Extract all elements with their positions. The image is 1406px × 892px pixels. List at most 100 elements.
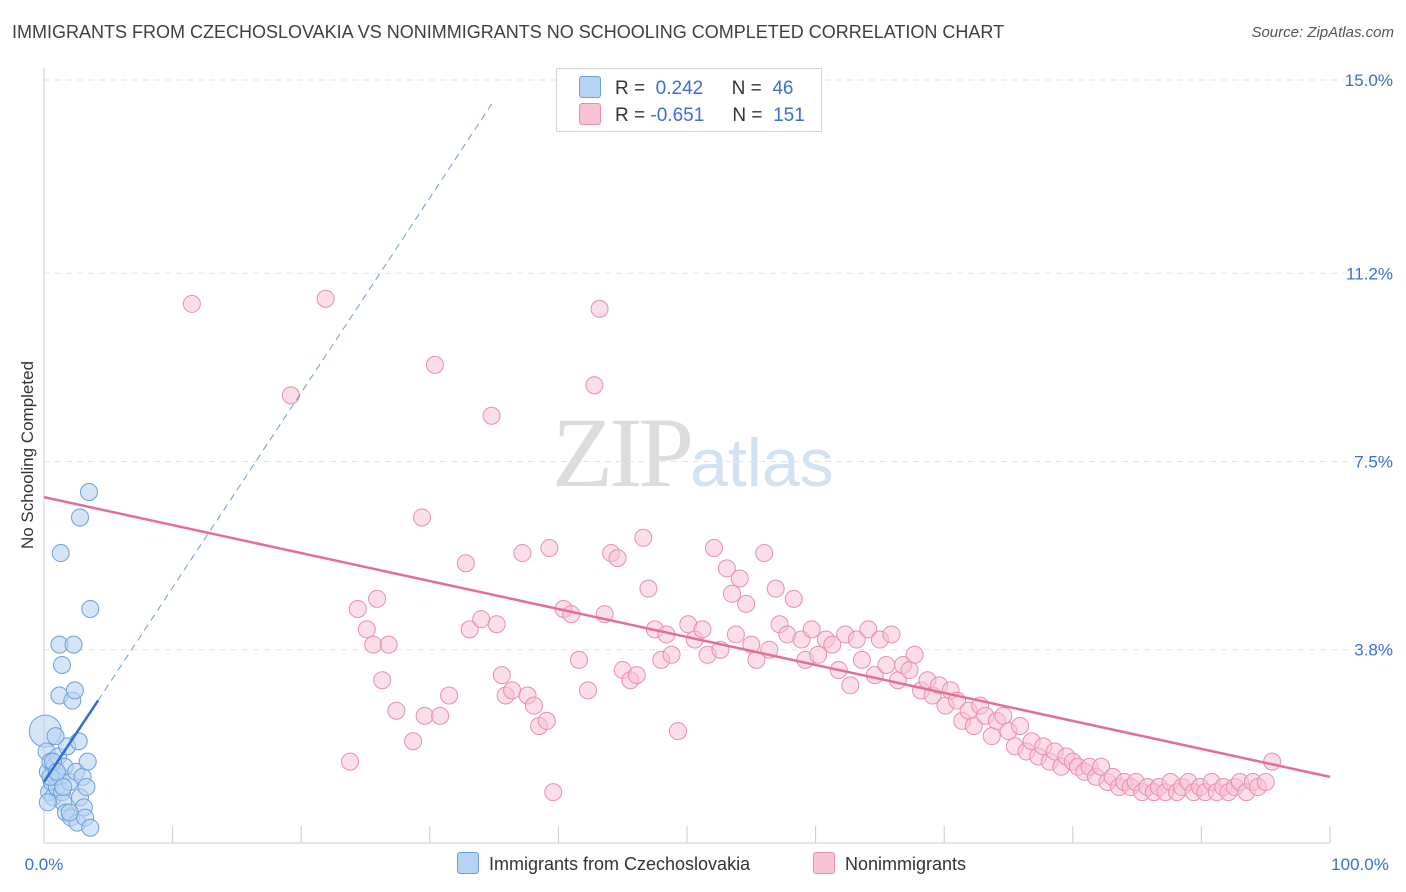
immigrant-point [51,544,70,563]
legend-r-label: R = [615,105,646,126]
immigrant-point [38,793,57,812]
nonimmigrant-point [460,620,479,639]
nonimmigrant-point [537,711,556,730]
nonimmigrant-point [877,655,896,674]
nonimmigrant-point [723,584,742,603]
nonimmigrant-point [982,727,1001,746]
nonimmigrant-point [737,594,756,613]
y-tick-label: 15.0% [1345,71,1393,90]
nonimmigrant-point [487,615,506,634]
immigrant-point [60,803,79,822]
nonimmigrant-point [585,376,604,395]
nonimmigrant-point [1263,752,1282,771]
nonimmigrant-point [608,549,627,568]
nonimmigrant-point [348,600,367,619]
immigrant-trend-line [42,699,100,783]
chart-title: IMMIGRANTS FROM CZECHOSLOVAKIA VS NONIMM… [12,22,1005,42]
nonimmigrant-point [802,620,821,639]
nonimmigrant-trend-line [43,495,1331,779]
nonimmigrant-point [841,676,860,695]
legend-item-nonimmigrants: Nonimmigrants [813,852,966,875]
nonimmigrant-point [472,610,491,629]
legend-swatch-blue [579,76,601,98]
nonimmigrant-point [569,650,588,669]
nonimmigrant-point [368,589,387,608]
immigrant-point [78,752,97,771]
nonimmigrant-point [766,579,785,598]
legend-r-value: -0.651 [650,105,705,126]
nonimmigrant-point [994,706,1013,725]
nonimmigrant-point [182,294,201,313]
nonimmigrant-point [964,717,983,736]
nonimmigrant-point [730,569,749,588]
nonimmigrant-point [431,706,450,725]
legend-n-value: 151 [773,105,805,126]
nonimmigrant-point [482,406,501,425]
legend-swatch-blue [457,852,479,874]
immigrant-point [71,508,90,527]
nonimmigrant-point [717,559,736,578]
nonimmigrant-point [693,620,712,639]
nonimmigrant-point [882,625,901,644]
legend-n-label: N = [731,78,762,99]
immigrant-point [64,635,83,654]
x-tick-label: 0.0% [25,855,64,874]
nonimmigrant-point [662,645,681,664]
nonimmigrant-point [364,635,383,654]
nonimmigrant-point [341,752,360,771]
immigrant-point [65,681,84,700]
nonimmigrant-point [823,635,842,654]
correlation-legend: R = 0.242 N = 46 R = -0.651 N = 151 [556,68,822,132]
nonimmigrant-point [413,508,432,527]
nonimmigrant-point [627,666,646,685]
x-tick-label: 100.0% [1331,855,1389,874]
nonimmigrant-point [524,696,543,715]
nonimmigrant-point [281,386,300,405]
nonimmigrant-point [404,732,423,751]
nonimmigrant-point [1011,717,1030,736]
nonimmigrant-point [373,671,392,690]
legend-label: Nonimmigrants [845,854,967,874]
nonimmigrant-point [809,645,828,664]
nonimmigrant-point [503,681,522,700]
nonimmigrant-point [668,722,687,741]
nonimmigrant-point [544,783,563,802]
nonimmigrant-point [379,635,398,654]
nonimmigrant-point [755,544,774,563]
nonimmigrant-point [513,544,532,563]
nonimmigrant-point [456,554,475,573]
immigrant-point [46,727,65,746]
nonimmigrant-point [726,625,745,644]
legend-swatch-pink [813,852,835,874]
nonimmigrant-point [784,589,803,608]
legend-n-value: 46 [772,78,794,99]
nonimmigrant-point [1256,772,1275,791]
legend-label: Immigrants from Czechoslovakia [489,854,751,874]
watermark: ZIPatlas [552,395,834,510]
nonimmigrant-point [590,299,609,318]
watermark-zip: ZIP [552,397,694,508]
nonimmigrant-point [847,630,866,649]
watermark-atlas: atlas [690,425,834,501]
y-tick-label: 7.5% [1354,453,1393,472]
nonimmigrant-point [900,661,919,680]
immigrant-point [80,483,99,502]
nonimmigrant-point [705,538,724,557]
nonimmigrant-point [905,645,924,664]
y-tick-label: 11.2% [1346,264,1393,283]
nonimmigrant-point [634,528,653,547]
chart-source: Source: ZipAtlas.com [1251,24,1394,41]
nonimmigrant-point [357,620,376,639]
legend-swatch-pink [579,103,601,125]
nonimmigrant-point [578,681,597,700]
immigrant-point [81,818,100,837]
immigrant-point [69,732,88,751]
nonimmigrant-point [440,686,459,705]
immigrant-point [81,600,100,619]
immigrant-point [77,778,96,797]
nonimmigrant-point [492,666,511,685]
nonimmigrant-point [852,650,871,669]
nonimmigrant-point [540,538,559,557]
nonimmigrant-point [639,579,658,598]
